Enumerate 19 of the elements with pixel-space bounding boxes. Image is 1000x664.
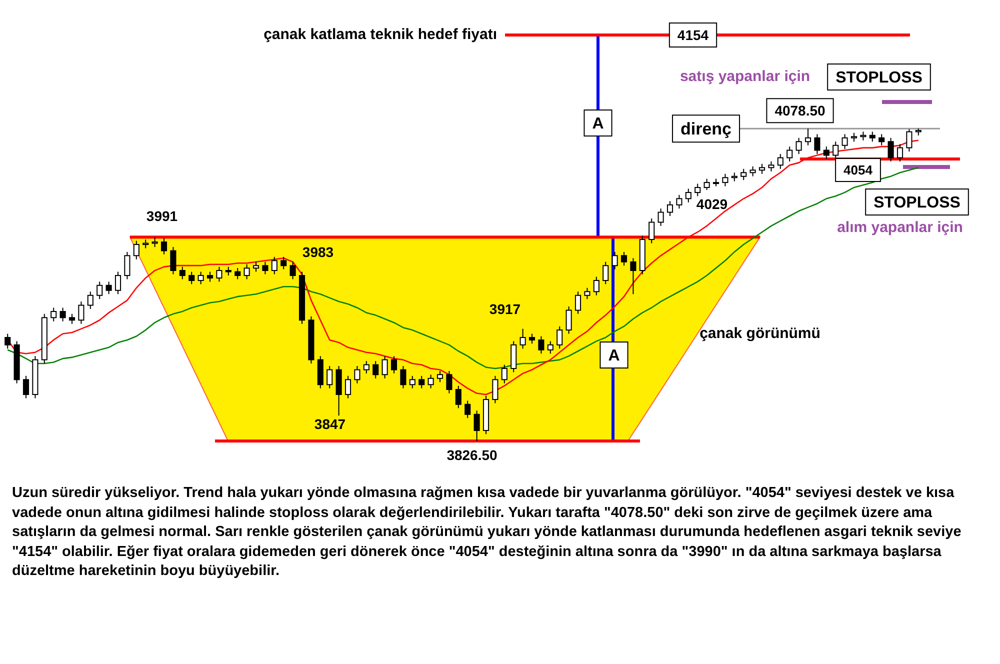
text: STOPLOSS [836, 69, 923, 86]
annotation: çanak görünümü [700, 325, 820, 342]
annotation: 3983 [302, 244, 334, 260]
text: Uzun süredir yükseliyor. Trend hala yukarı yönde olmasına rağmen kısa vadede bir yuvarlanma görülüyor. "4054" seviyesi destek ve kısa vadede onun altına gidilmesi halinde stoploss olarak değerlendirilebilir. Yukarı tarafta "4078.50" deki son zirve de geçilmek üzere ama satışların da gelmesi normal. Sarı renkle gösterilen çanak görünümü yukarı yönde katlanması durumunda hedeflenen asgari teknik seviye "4154" olabilir. Eğer fiyat oralara gidemeden geri dönerek önce "4054" desteğinin altına sonra da "3990" ın da altına sarkmaya başlarsa düzeltme hareketinin boyu büyüyebilir. [12, 484, 962, 581]
annotation: 4154 [677, 26, 709, 43]
ref-line-label: çanak katlama teknik hedef fiyatı [264, 26, 497, 44]
text: satış yapanlar için [680, 68, 810, 86]
ref-line-label: direnç [680, 119, 732, 138]
annotation: 4054 [844, 162, 874, 178]
annotation: alım yapanlar için [837, 219, 963, 236]
annotation: A [608, 347, 620, 364]
annotation: 3991 [146, 208, 178, 224]
annotation: 3847 [314, 416, 346, 432]
annotation: 3826.50 [446, 446, 498, 463]
annotation: STOPLOSS [874, 194, 961, 212]
annotation: 4078.50 [774, 102, 826, 118]
annotation: A [592, 115, 604, 132]
annotation: 4029 [696, 196, 728, 212]
annotation: 3917 [489, 300, 521, 317]
